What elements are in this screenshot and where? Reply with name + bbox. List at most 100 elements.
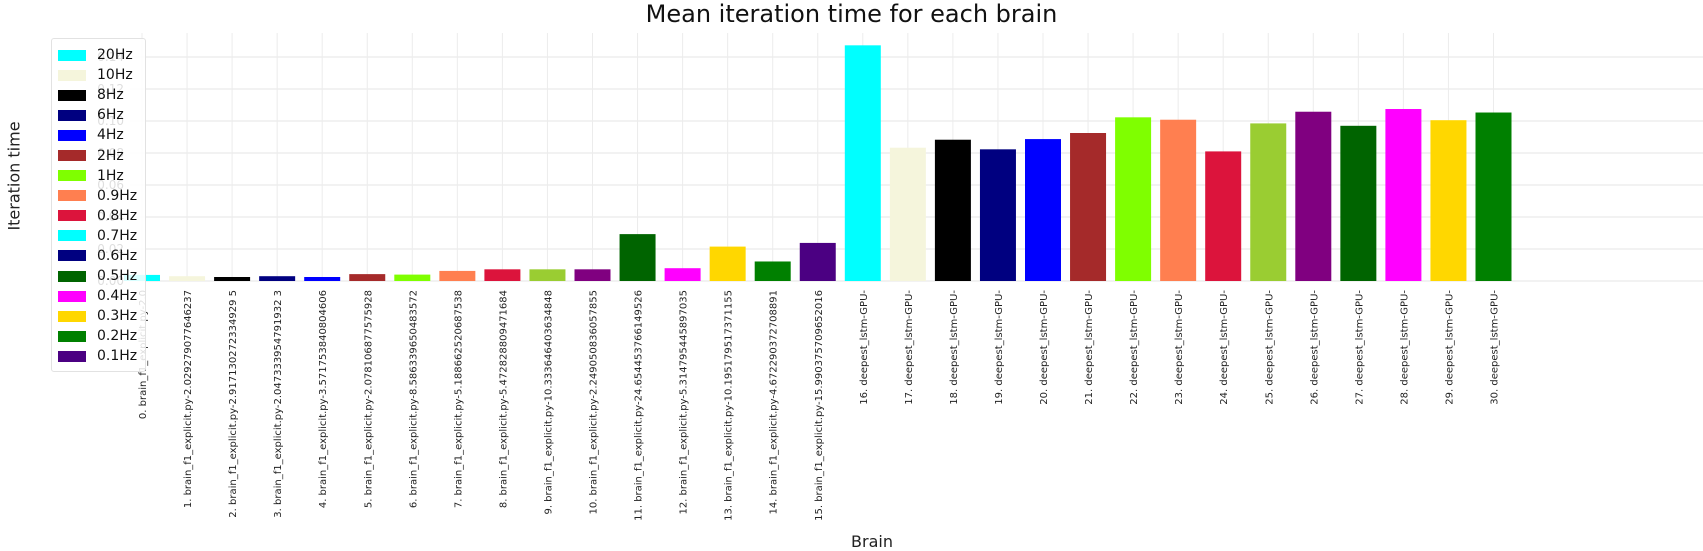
x-tick-label: 10. brain_f1_explicit.py-2.2490508360578… xyxy=(589,290,600,515)
x-tick-label: 9. brain_f1_explicit.py-10.3336464036348… xyxy=(543,290,554,515)
x-tick-label: 24. deepest_lstm-GPU- xyxy=(1219,290,1230,405)
legend-swatch xyxy=(58,250,86,262)
bar xyxy=(169,276,206,281)
legend-item: 0.1Hz xyxy=(58,346,137,366)
x-tick-label: 6. brain_f1_explicit.py-8.58633965048357… xyxy=(408,290,419,508)
legend-label: 0.5Hz xyxy=(97,268,138,285)
legend-label: 0.7Hz xyxy=(97,227,138,244)
legend-item: 0.2Hz xyxy=(58,326,137,346)
x-tick-label: 28. deepest_lstm-GPU- xyxy=(1399,290,1410,405)
legend-item: 0.3Hz xyxy=(58,306,137,326)
x-tick-label: 20. deepest_lstm-GPU- xyxy=(1039,290,1050,405)
x-tick-label: 15. brain_f1_explicit.py-15.990375709652… xyxy=(814,290,825,521)
x-tick-label: 2. brain_f1_explicit.py-2.91713027233492… xyxy=(228,290,239,518)
chart-title: Mean iteration time for each brain xyxy=(645,0,1058,28)
legend-item: 1Hz xyxy=(58,166,137,186)
legend-swatch xyxy=(58,170,86,182)
legend-item: 0.9Hz xyxy=(58,186,137,206)
legend-swatch xyxy=(58,109,86,121)
bar xyxy=(214,277,251,281)
legend-swatch xyxy=(58,89,86,101)
x-tick-label: 8. brain_f1_explicit.py-5.47282880947168… xyxy=(498,290,509,508)
legend-label: 0.1Hz xyxy=(97,348,138,365)
x-tick-label: 27. deepest_lstm-GPU- xyxy=(1354,290,1365,405)
x-tick-label: 29. deepest_lstm-GPU- xyxy=(1444,290,1455,405)
x-tick-label: 21. deepest_lstm-GPU- xyxy=(1084,290,1095,405)
legend-label: 0.2Hz xyxy=(97,328,138,345)
legend-swatch xyxy=(58,190,86,202)
legend-label: 6Hz xyxy=(97,107,124,124)
x-tick-label: 4. brain_f1_explicit.py-3.57175384080460… xyxy=(318,290,329,508)
bar xyxy=(1205,151,1242,281)
legend-item: 4Hz xyxy=(58,125,137,145)
bar xyxy=(1385,109,1422,281)
legend-swatch xyxy=(58,290,86,302)
bar xyxy=(619,234,656,281)
legend-item: 6Hz xyxy=(58,105,137,125)
bar xyxy=(394,274,431,281)
legend-swatch xyxy=(58,350,86,362)
bar xyxy=(1475,112,1512,282)
legend-swatch xyxy=(58,150,86,162)
legend-item: 0.6Hz xyxy=(58,246,137,266)
x-tick-label: 19. deepest_lstm-GPU- xyxy=(994,290,1005,405)
bar xyxy=(1115,117,1152,281)
x-tick-label: 7. brain_f1_explicit.py-5.18866252068753… xyxy=(453,290,464,508)
x-tick-label: 18. deepest_lstm-GPU- xyxy=(949,290,960,405)
x-tick-label: 26. deepest_lstm-GPU- xyxy=(1309,290,1320,405)
x-axis-label: Brain xyxy=(851,532,893,551)
bar xyxy=(754,261,791,281)
bar xyxy=(574,269,611,281)
x-tick-label: 25. deepest_lstm-GPU- xyxy=(1264,290,1275,405)
legend-swatch xyxy=(58,330,86,342)
legend-label: 1Hz xyxy=(97,167,124,184)
legend-swatch xyxy=(58,210,86,222)
bar xyxy=(304,277,341,281)
x-tick-label: 17. deepest_lstm-GPU- xyxy=(904,290,915,405)
legend-label: 0.4Hz xyxy=(97,288,138,305)
x-tick-label: 1. brain_f1_explicit.py-2.02927907764623… xyxy=(183,290,194,508)
bar xyxy=(349,274,386,281)
x-axis-ticks: 0. brain_f1_explicit.py-2.01. brain_f1_e… xyxy=(138,290,1501,521)
legend-item: 0.8Hz xyxy=(58,206,137,226)
legend-item: 8Hz xyxy=(58,85,137,105)
bar xyxy=(799,242,836,281)
legend-label: 20Hz xyxy=(97,47,133,64)
bars xyxy=(124,45,1512,282)
legend-swatch xyxy=(58,49,86,61)
x-tick-label: 23. deepest_lstm-GPU- xyxy=(1174,290,1185,405)
bar xyxy=(1070,133,1107,281)
x-tick-label: 13. brain_f1_explicit.py-10.195179517371… xyxy=(724,290,735,521)
legend-swatch xyxy=(58,310,86,322)
legend-label: 0.6Hz xyxy=(97,247,138,264)
bar xyxy=(1160,119,1197,281)
bar xyxy=(1340,125,1377,281)
legend-item: 20Hz xyxy=(58,45,137,65)
x-tick-label: 12. brain_f1_explicit.py-5.3147954458970… xyxy=(679,290,690,515)
legend-swatch xyxy=(58,230,86,242)
legend-swatch xyxy=(58,69,86,81)
x-tick-label: 30. deepest_lstm-GPU- xyxy=(1490,290,1501,405)
bar xyxy=(529,269,566,281)
x-tick-label: 3. brain_f1_explicit.py-2.04733395479193… xyxy=(273,290,284,518)
bar xyxy=(709,246,746,281)
x-tick-label: 11. brain_f1_explicit.py-24.654453766149… xyxy=(634,290,645,521)
bar xyxy=(664,268,701,281)
legend: 20Hz 10Hz 8Hz 6Hz 4Hz 2Hz 1Hz 0.9Hz 0.8Hz 0.7Hz 0.… xyxy=(51,38,147,372)
x-tick-label: 16. deepest_lstm-GPU- xyxy=(859,290,870,405)
bar xyxy=(844,45,881,281)
legend-item: 0.7Hz xyxy=(58,226,137,246)
legend-label: 8Hz xyxy=(97,87,124,104)
legend-swatch xyxy=(58,270,86,282)
legend-label: 0.8Hz xyxy=(97,207,138,224)
legend-item: 0.5Hz xyxy=(58,266,137,286)
bar xyxy=(439,270,476,281)
legend-label: 0.3Hz xyxy=(97,308,138,325)
bar xyxy=(1430,120,1467,281)
bar xyxy=(889,147,926,281)
bar xyxy=(1295,111,1332,281)
x-tick-label: 14. brain_f1_explicit.py-4.6722903727088… xyxy=(769,290,780,515)
bar xyxy=(934,139,971,281)
legend-label: 2Hz xyxy=(97,147,124,164)
legend-item: 2Hz xyxy=(58,145,137,165)
